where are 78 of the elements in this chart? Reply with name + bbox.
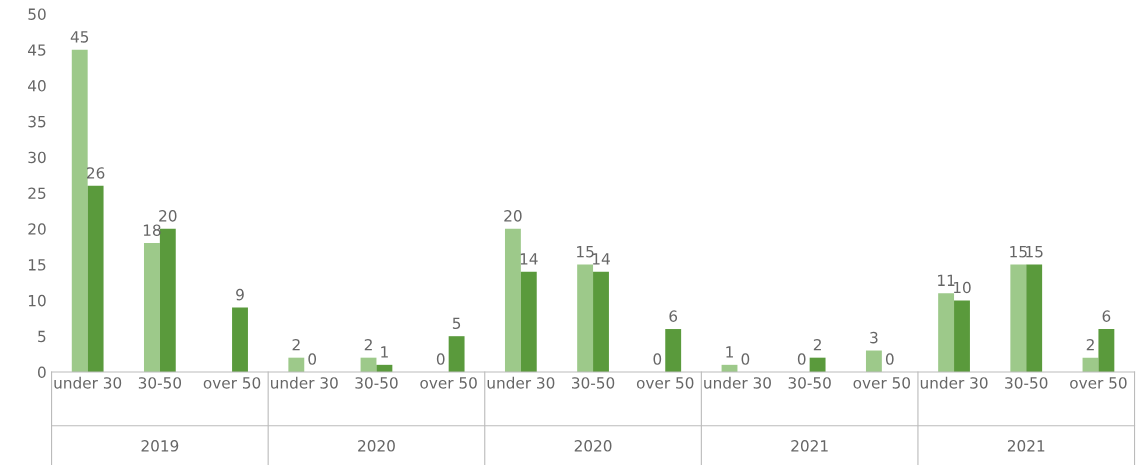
y-tick-label: 40 <box>28 80 46 92</box>
bar <box>865 350 882 372</box>
data-label: 0 <box>885 353 894 365</box>
data-label: 6 <box>1102 310 1111 322</box>
bar <box>232 307 248 372</box>
y-tick-label: 20 <box>28 223 46 235</box>
bar <box>593 271 609 372</box>
x-tick-label: 30-50 <box>788 377 831 389</box>
data-label: 9 <box>236 288 244 301</box>
x-tick-label: under 30 <box>704 376 771 389</box>
data-label: 15 <box>1010 246 1027 258</box>
data-label: 2 <box>292 339 300 351</box>
bar <box>665 329 682 372</box>
y-tick-label: 15 <box>28 259 46 271</box>
bar <box>288 357 305 372</box>
x-tick-label: under 30 <box>920 376 988 389</box>
bar <box>938 293 955 372</box>
data-label: 2 <box>364 339 372 351</box>
x-tick-label: 30-50 <box>138 377 182 389</box>
data-label: 0 <box>308 353 317 365</box>
data-label: 15 <box>577 246 594 258</box>
x-tick-label: over 50 <box>420 377 477 389</box>
bar <box>87 185 104 372</box>
x-tick-label: over 50 <box>853 377 911 389</box>
data-label: 26 <box>87 167 105 179</box>
data-label: 2 <box>813 339 821 351</box>
bar <box>448 336 465 372</box>
data-label: 0 <box>436 353 445 365</box>
bar <box>504 228 521 372</box>
y-tick-label: 0 <box>38 366 46 379</box>
x-tick-label: under 30 <box>487 376 555 389</box>
x-tick-label: under 30 <box>271 376 338 389</box>
text: 2021 <box>1007 440 1045 452</box>
x-tick-label: 30-50 <box>1005 377 1048 389</box>
y-tick-label: 25 <box>28 187 46 199</box>
x-tick-label: over 50 <box>203 377 261 389</box>
data-label: 11 <box>938 274 955 286</box>
bar <box>954 300 970 372</box>
data-label: 2 <box>1086 339 1094 351</box>
bar <box>1010 264 1027 372</box>
data-label: 0 <box>741 353 750 365</box>
data-label: 45 <box>70 31 89 43</box>
y-tick-label: 30 <box>28 151 46 164</box>
data-label: 1 <box>726 346 733 358</box>
bar <box>143 243 160 372</box>
x-tick-label: over 50 <box>1070 377 1127 389</box>
bar <box>1098 329 1115 372</box>
bar <box>520 271 537 372</box>
text: 2019 <box>141 440 179 452</box>
text: 2020 <box>574 440 612 452</box>
data-label: 20 <box>504 210 522 222</box>
x-tick-label: 30-50 <box>572 377 615 389</box>
y-tick-label: 5 <box>38 330 46 343</box>
data-label: 6 <box>669 310 678 322</box>
bar <box>809 357 826 372</box>
data-label: 20 <box>159 210 177 222</box>
text: 2020 <box>358 440 395 452</box>
text: 2021 <box>791 440 828 452</box>
y-tick-label: 10 <box>28 294 46 307</box>
bar <box>1026 264 1043 372</box>
y-tick-label: 35 <box>28 115 46 128</box>
data-label: 15 <box>1026 246 1043 258</box>
data-label: 10 <box>953 281 971 294</box>
bar <box>159 228 176 372</box>
data-label: 5 <box>452 317 461 330</box>
y-tick-label: 50 <box>28 8 46 20</box>
data-label: 0 <box>653 353 662 365</box>
data-label: 18 <box>143 224 161 236</box>
bar <box>577 264 594 372</box>
data-label: 1 <box>381 346 388 358</box>
x-tick-label: 30-50 <box>355 377 398 389</box>
x-tick-label: under 30 <box>54 376 122 389</box>
bar <box>71 49 88 372</box>
data-label: 0 <box>797 353 806 365</box>
x-tick-label: over 50 <box>636 377 694 389</box>
y-tick-label: 45 <box>28 44 46 56</box>
data-label: 14 <box>592 253 610 265</box>
data-label: 3 <box>870 331 878 344</box>
